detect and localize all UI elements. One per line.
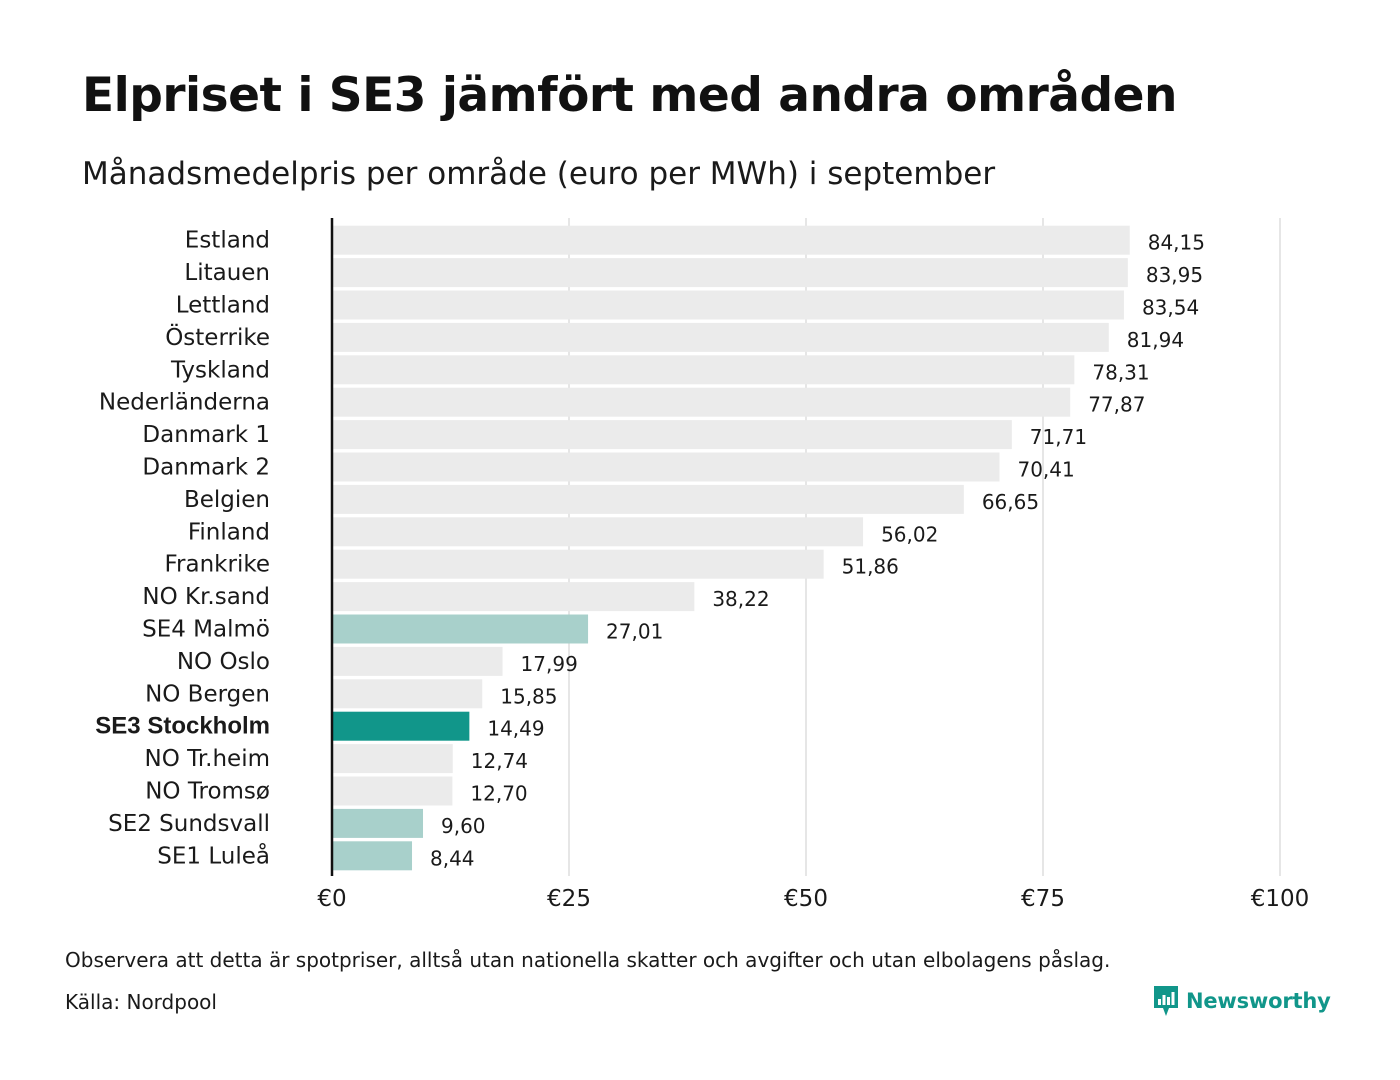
x-tick-label: €100 <box>1251 886 1310 912</box>
category-label: NO Tromsø <box>145 779 270 805</box>
bar <box>332 355 1075 385</box>
bar <box>332 711 470 741</box>
value-label: 15,85 <box>500 684 557 708</box>
category-label: Belgien <box>184 487 270 513</box>
value-label: 71,71 <box>1030 425 1087 449</box>
category-label: SE4 Malmö <box>142 617 270 643</box>
brand-name: Newsworthy <box>1186 989 1331 1013</box>
category-label: Frankrike <box>165 552 271 578</box>
value-label: 38,22 <box>712 587 769 611</box>
brand-logo: Newsworthy <box>1152 984 1331 1018</box>
value-label: 83,54 <box>1142 296 1199 320</box>
bar <box>332 646 503 676</box>
category-label: Litauen <box>184 260 270 286</box>
category-label: Nederländerna <box>99 390 270 416</box>
bar <box>332 290 1124 320</box>
bar-chart: Estland Litauen Lettland Österrike Tyskland N… <box>95 218 1309 912</box>
value-label: 81,94 <box>1127 328 1184 352</box>
category-label: NO Kr.sand <box>142 584 270 610</box>
bars <box>332 225 1130 871</box>
category-label: NO Oslo <box>177 649 270 675</box>
category-label: Danmark 1 <box>142 422 270 448</box>
category-labels: Estland Litauen Lettland Österrike Tyskland N… <box>95 228 270 870</box>
chart-subtitle: Månadsmedelpris per område (euro per MWh… <box>82 156 996 192</box>
value-label: 27,01 <box>606 620 663 644</box>
category-label: Tyskland <box>170 357 270 383</box>
bar <box>332 841 413 871</box>
category-label: SE2 Sundsvall <box>108 811 270 837</box>
value-label: 70,41 <box>1017 458 1074 482</box>
x-tick-label: €25 <box>547 886 591 912</box>
x-tick-label: €50 <box>784 886 828 912</box>
bar <box>332 452 1000 482</box>
bar <box>332 744 453 774</box>
x-tick-label: €0 <box>317 886 346 912</box>
x-tick-label: €75 <box>1021 886 1065 912</box>
bar <box>332 322 1109 352</box>
value-label: 12,74 <box>471 749 528 773</box>
category-label: SE1 Luleå <box>157 841 270 869</box>
value-label: 56,02 <box>881 522 938 546</box>
category-label: Danmark 2 <box>142 455 270 481</box>
category-label: SE3 Stockholm <box>95 713 270 740</box>
category-label: Estland <box>185 228 270 254</box>
value-label: 78,31 <box>1092 360 1149 384</box>
value-label: 51,86 <box>842 555 899 579</box>
bar <box>332 808 424 838</box>
value-label: 66,65 <box>982 490 1039 514</box>
bar <box>332 679 483 709</box>
value-label: 8,44 <box>430 846 475 870</box>
bar <box>332 387 1071 417</box>
bar <box>332 420 1012 450</box>
bar <box>332 258 1128 288</box>
category-label: Finland <box>188 519 270 545</box>
category-label: Lettland <box>176 293 270 319</box>
value-label: 14,49 <box>487 717 544 741</box>
bar <box>332 614 589 644</box>
value-label: 12,70 <box>470 782 527 806</box>
source-note: Källa: Nordpool <box>65 990 217 1014</box>
bar <box>332 582 695 612</box>
bar <box>332 484 964 514</box>
bar <box>332 225 1130 255</box>
value-label: 84,15 <box>1148 231 1205 255</box>
newsworthy-logo-icon <box>1154 986 1178 1016</box>
value-label: 83,95 <box>1146 263 1203 287</box>
value-label: 77,87 <box>1088 393 1145 417</box>
chart-title: Elpriset i SE3 jämfört med andra områden <box>82 68 1177 123</box>
footnote: Observera att detta är spotpriser, allts… <box>65 948 1111 972</box>
category-label: NO Tr.heim <box>145 746 270 772</box>
category-label: NO Bergen <box>145 681 270 707</box>
x-axis-ticks: €0 €25 €50 €75 €100 <box>317 886 1309 912</box>
category-label: Österrike <box>165 323 270 351</box>
bar <box>332 517 864 547</box>
bar <box>332 776 453 806</box>
value-label: 17,99 <box>521 652 578 676</box>
bar <box>332 549 824 579</box>
value-label: 9,60 <box>441 814 486 838</box>
